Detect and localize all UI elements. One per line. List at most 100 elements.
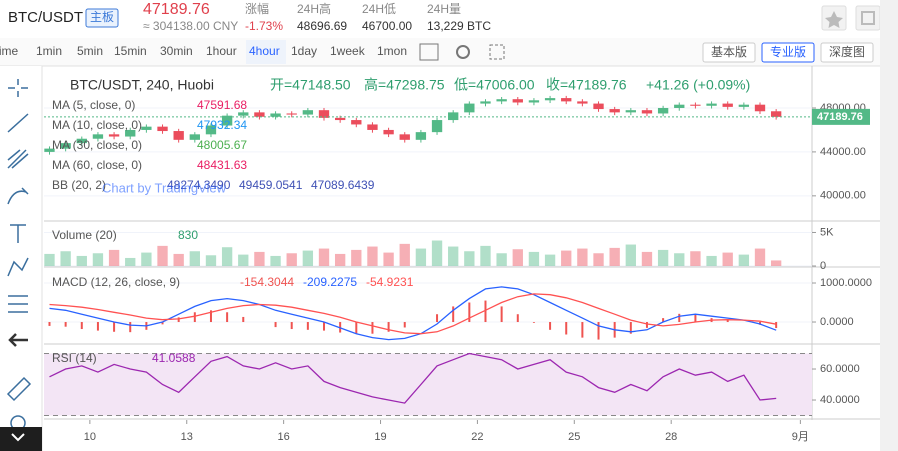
interval[interactable]: 15min [114,44,147,58]
header [0,0,898,38]
candle-body [512,99,523,103]
scrollbar[interactable] [880,0,898,451]
badge[interactable]: 主板 [90,10,114,24]
x-tick-label: 16 [278,431,290,443]
histogram-bar [678,313,681,323]
trendline-tool[interactable] [7,113,29,133]
candle-body [722,103,733,107]
candle-body [125,129,136,137]
candle-body [238,112,249,116]
screenshot-icon[interactable] [489,44,505,60]
indicator-title: RSI (14) [52,351,97,365]
volume-bar [577,248,588,266]
interval[interactable]: 4hour [249,44,280,58]
volume-bar [44,253,55,266]
volume-bar [367,246,378,266]
brush-tool[interactable] [7,187,29,205]
candle-body [770,111,782,117]
histogram-bar [161,322,164,325]
candle-body [593,103,604,110]
candle-body [367,124,378,130]
histogram-bar [113,322,116,332]
candle-body [286,113,297,115]
measure-tool[interactable] [6,376,32,402]
candle-body [496,99,507,102]
x-tick-label: 19 [374,431,386,443]
fullscreen-icon [861,11,875,25]
volume-bar [480,245,491,266]
indicator-name: BB (20, 2) [52,178,106,192]
pattern-tool[interactable] [7,257,29,277]
histogram-bar [516,314,519,323]
y-tick-label: 0 [820,260,826,272]
histogram-bar [726,320,729,323]
back-tool[interactable] [8,333,28,347]
candle-body [157,126,168,132]
volume-bar [221,247,233,266]
volume-bar [657,249,669,266]
volume-bar [674,253,685,266]
symbol: BTC/USDT [8,9,83,26]
version-button[interactable] [820,42,874,63]
histogram-bar [549,322,552,330]
candle-body [754,104,766,112]
chart-type-icon[interactable] [419,43,439,61]
fib-tool[interactable] [7,149,29,169]
version-label[interactable]: 深度图 [829,44,865,59]
candle-body [141,126,152,130]
volume-bar [125,257,136,266]
candle-body [625,110,636,113]
forecast-tool[interactable] [8,295,28,313]
collapse-button[interactable] [0,427,42,451]
volume-bar [561,250,572,266]
interval[interactable]: 1week [330,44,366,58]
settings-icon[interactable] [456,45,470,59]
volume-bar [528,251,540,266]
version-button[interactable] [761,42,815,63]
indicator-value: 49459.0541 [239,178,303,192]
badge-box[interactable] [85,8,119,28]
x-tick-label: 22 [471,431,483,443]
indicator-value: 47089.6439 [311,178,375,192]
interval[interactable]: 1mon [377,44,407,58]
candle-body [254,112,265,117]
stat-label: 24H高 [297,1,331,16]
interval[interactable]: 1min [36,44,62,58]
collapse-icon [11,433,25,442]
histogram-bar [242,316,245,323]
tool-icons[interactable] [6,79,32,431]
watermark: Chart by TradingView [102,180,227,195]
candle-body [302,110,314,115]
version-label[interactable]: 基本版 [711,45,747,59]
candle-body [431,120,443,133]
candle-body [415,132,427,140]
volume-bar [415,248,427,266]
volume-bar [334,253,346,266]
volume-bar [270,255,281,266]
interval[interactable]: 1hour [206,44,237,58]
indicator-value: -54.9231 [366,275,414,289]
version-button[interactable] [702,42,756,63]
crosshair-tool[interactable] [8,79,28,97]
volume-bar [302,250,314,266]
volume-bar [641,251,653,266]
histogram-bar [355,322,358,334]
candle-body [318,110,330,118]
text-tool[interactable] [10,224,26,243]
volume-bar [238,254,249,266]
interval[interactable]: 1day [291,44,317,58]
histogram-bar [80,322,83,330]
interval[interactable]: 30min [160,44,193,58]
interval[interactable]: Time [0,44,19,58]
volume-bar [770,260,782,266]
candle-body [92,134,104,139]
volume-bar [189,251,200,266]
version-label[interactable]: 专业版 [770,44,806,59]
volume-bar [738,254,750,266]
ohlc-readout: 开=47148.50 [270,77,351,93]
indicator-value: 47932.34 [197,118,247,132]
interval[interactable]: 5min [77,44,103,58]
x-tick-label: 25 [568,431,580,443]
fullscreen-button[interactable] [855,5,881,31]
ohlc-readout: 低=47006.00 [454,77,535,93]
